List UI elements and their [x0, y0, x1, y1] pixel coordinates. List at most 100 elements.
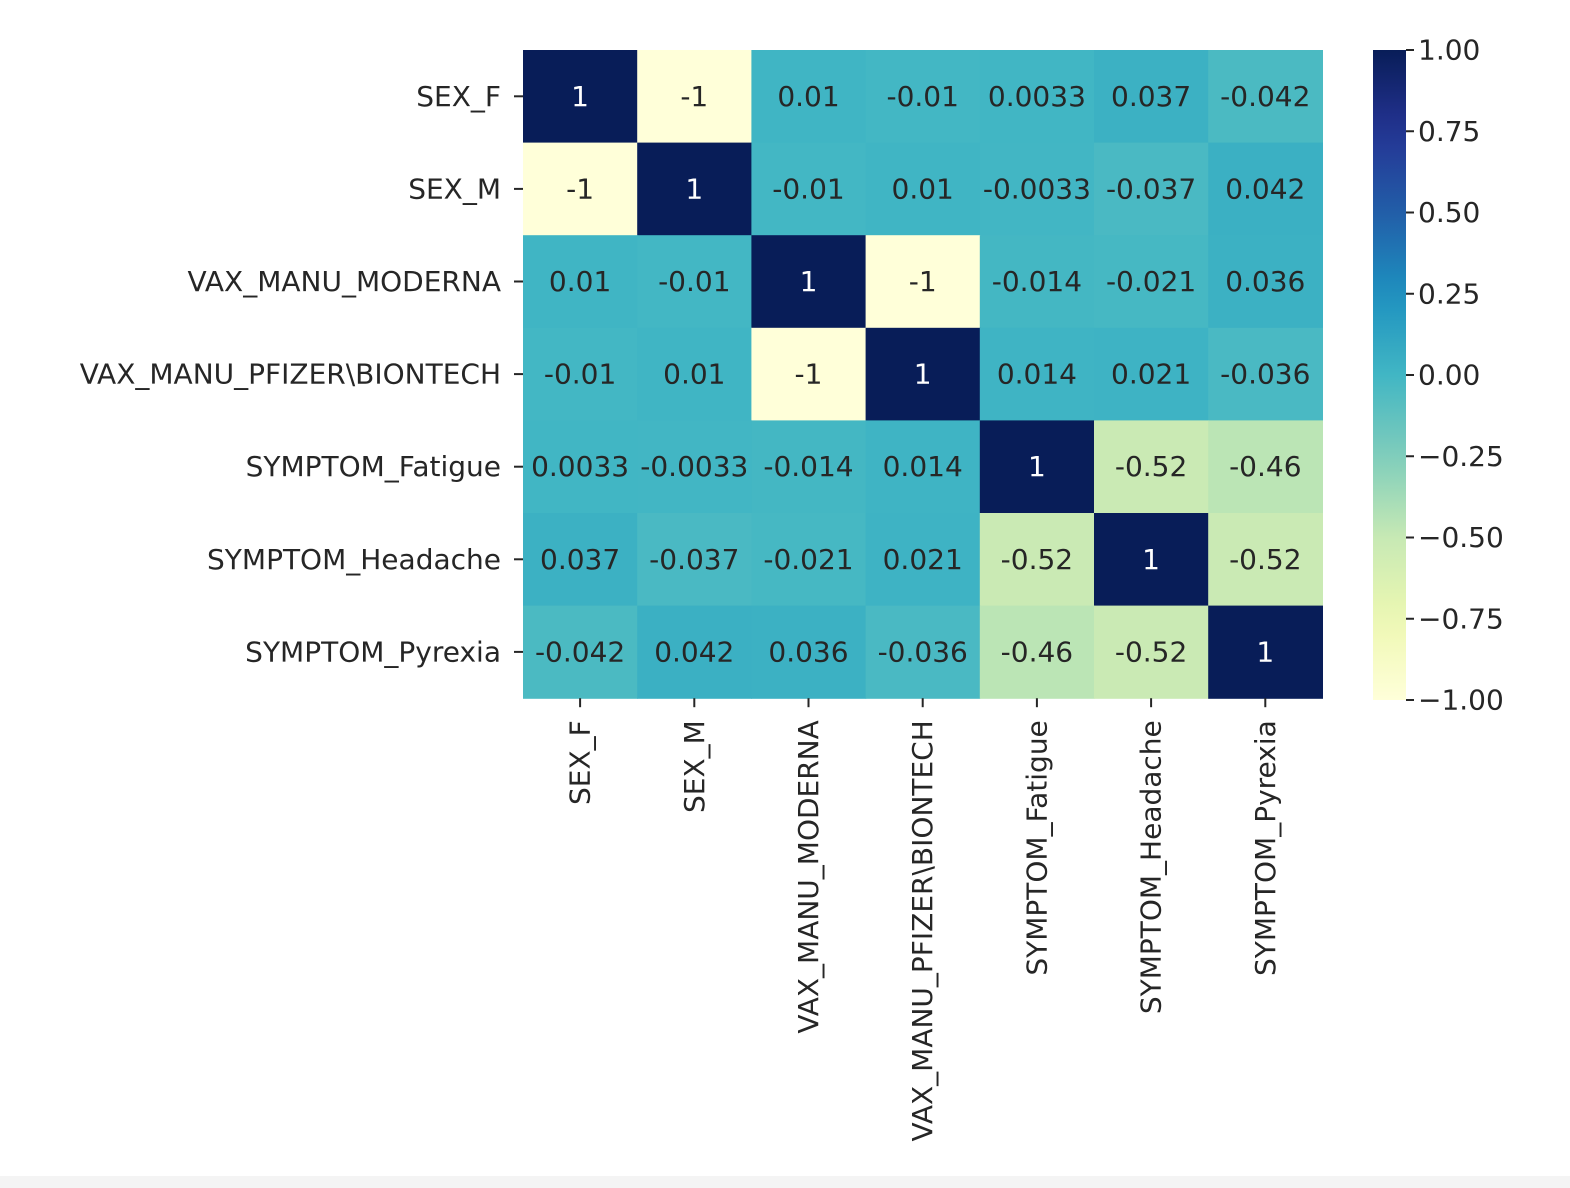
y-tick-label: SEX_F [416, 80, 501, 113]
y-axis: SEX_F SEX_M VAX_MANU_MODERNA VAX_MANU_PFIZE… [80, 80, 523, 668]
cell-value-label: 0.036 [768, 635, 848, 668]
heatmap-cell [523, 420, 638, 514]
heatmap-cell [865, 605, 981, 699]
heatmap-cell [523, 50, 638, 144]
cell-value-label: 0.0033 [531, 450, 629, 483]
y-tick-label: SEX_M [408, 172, 501, 205]
heatmap-cell [1094, 605, 1209, 699]
heatmap-cell [751, 327, 867, 421]
heatmap-cell [523, 235, 638, 329]
cell-value-label: 1 [1142, 543, 1160, 576]
cell-value-label: -0.0033 [983, 172, 1091, 205]
heatmap-cell [1208, 513, 1323, 607]
cell-value-label: -0.01 [658, 265, 730, 298]
heatmap-cell [979, 605, 1095, 699]
cell-value-label: -0.021 [1106, 265, 1196, 298]
cell-value-label: 0.01 [549, 265, 611, 298]
cell-value-label: -0.037 [649, 543, 739, 576]
cell-value-label: 0.021 [1111, 358, 1191, 391]
cell-value-label: 0.01 [892, 172, 954, 205]
heatmap-cell [523, 327, 638, 421]
heatmap-cell [523, 605, 638, 699]
heatmap-cell [751, 605, 867, 699]
colorbar-tick-label: 1.00 [1418, 34, 1480, 67]
cell-value-label: -0.01 [772, 172, 844, 205]
y-tick-label: SYMPTOM_Pyrexia [245, 635, 501, 668]
heatmap-cell [979, 420, 1095, 514]
heatmap-cell [751, 50, 867, 144]
heatmap-cell [979, 235, 1095, 329]
colorbar-gradient [1373, 50, 1406, 700]
cell-value-label: 0.014 [883, 450, 963, 483]
heatmap-cell [1094, 513, 1209, 607]
cell-value-label: 0.042 [654, 635, 734, 668]
heatmap-cell [523, 513, 638, 607]
colorbar-tick-label: −0.25 [1418, 440, 1504, 473]
heatmap-cell [1208, 142, 1323, 236]
x-tick-label: VAX_MANU_MODERNA [792, 720, 825, 1033]
cell-value-label: -0.042 [535, 635, 625, 668]
heatmap-cell [865, 513, 981, 607]
cell-value-label: -1 [909, 265, 937, 298]
cell-value-label: -0.036 [1220, 358, 1310, 391]
cell-value-label: -1 [566, 172, 594, 205]
x-tick-label: SEX_F [564, 720, 597, 805]
heatmap-cell [751, 513, 867, 607]
heatmap-cell [1094, 50, 1209, 144]
cell-value-label: -0.014 [992, 265, 1082, 298]
y-tick-label: SYMPTOM_Fatigue [246, 450, 501, 483]
cell-value-label: -0.52 [1115, 635, 1187, 668]
colorbar-tick-label: −0.75 [1418, 602, 1504, 635]
x-tick-label: SYMPTOM_Headache [1135, 720, 1168, 1014]
heatmap-cell [865, 327, 981, 421]
heatmap-cell [637, 50, 752, 144]
x-tick-label: SYMPTOM_Fatigue [1020, 720, 1053, 975]
cell-value-label: -0.014 [763, 450, 853, 483]
cell-value-label: 1 [800, 265, 818, 298]
cell-value-label: -0.46 [1001, 635, 1073, 668]
cell-value-label: 1 [1028, 450, 1046, 483]
x-tick-label: SYMPTOM_Pyrexia [1249, 720, 1282, 976]
heatmap-cell [979, 513, 1095, 607]
heatmap-cell [979, 142, 1095, 236]
heatmap-cells [523, 50, 1323, 699]
cell-value-label: -0.021 [763, 543, 853, 576]
heatmap-cell [865, 50, 981, 144]
colorbar-tick-label: −1.00 [1418, 684, 1504, 717]
heatmap-cell [751, 142, 867, 236]
heatmap-cell [979, 50, 1095, 144]
heatmap-cell [1094, 235, 1209, 329]
y-tick-label: SYMPTOM_Headache [207, 543, 501, 576]
cell-value-label: 1 [914, 358, 932, 391]
heatmap-cell [865, 420, 981, 514]
cell-value-label: -0.01 [544, 358, 616, 391]
cell-value-label: -0.52 [1001, 543, 1073, 576]
x-tick-label: SEX_M [678, 720, 711, 813]
heatmap-cell [751, 420, 867, 514]
cell-value-label: -0.01 [886, 80, 958, 113]
cell-value-label: -0.52 [1229, 543, 1301, 576]
cell-value-label: 0.042 [1225, 172, 1305, 205]
colorbar-tick-label: 0.00 [1418, 359, 1480, 392]
heatmap-cell [637, 420, 752, 514]
heatmap-cell [1208, 50, 1323, 144]
cell-value-label: -0.036 [878, 635, 968, 668]
cell-value-label: 0.036 [1225, 265, 1305, 298]
cell-value-label: 0.014 [997, 358, 1077, 391]
cell-value-label: 1 [1256, 635, 1274, 668]
heatmap-cell [637, 235, 752, 329]
heatmap-cell [637, 142, 752, 236]
cell-value-label: 1 [571, 80, 589, 113]
heatmap-cell [1094, 420, 1209, 514]
heatmap-cell [637, 327, 752, 421]
cell-value-label: 0.021 [883, 543, 963, 576]
heatmap-cell [1094, 327, 1209, 421]
heatmap-cell [637, 513, 752, 607]
heatmap-cell [1208, 235, 1323, 329]
cell-value-label: 0.037 [540, 543, 620, 576]
colorbar-tick-label: −0.50 [1418, 521, 1504, 554]
y-tick-label: VAX_MANU_MODERNA [188, 265, 501, 298]
heatmap-cell [979, 327, 1095, 421]
y-tick-label: VAX_MANU_PFIZER\BIONTECH [80, 358, 501, 391]
